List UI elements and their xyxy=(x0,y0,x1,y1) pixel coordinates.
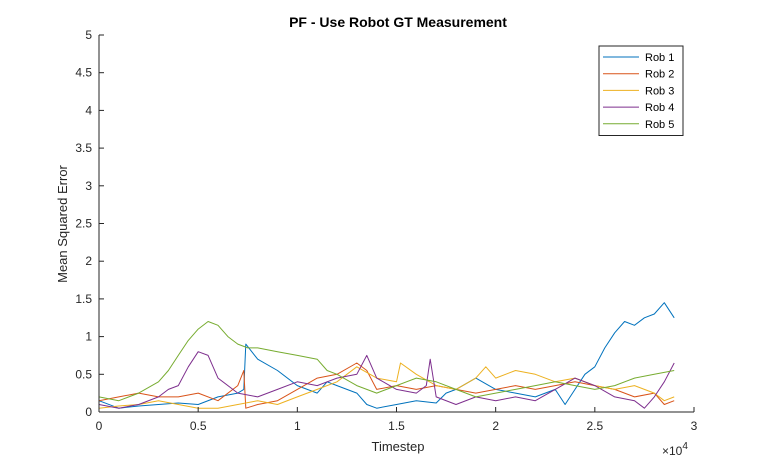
x-axis-title: Timestep xyxy=(372,439,425,454)
legend-label: Rob 1 xyxy=(645,52,674,64)
x-tick-label: 2 xyxy=(492,419,499,433)
y-tick-label: 1 xyxy=(85,330,92,344)
x-tick-label: 1 xyxy=(294,419,301,433)
x-tick-label: 2.5 xyxy=(586,419,603,433)
series-line-rob-1 xyxy=(98,302,675,409)
y-tick-label: 2 xyxy=(85,254,92,268)
y-axis: 0 0.5 1 1.5 2 2.5 3 3.5 4 4.5 5 xyxy=(75,28,104,419)
y-axis-title: Mean Squared Error xyxy=(55,164,70,282)
x-tick-label: 0 xyxy=(96,419,103,433)
x-exponent-label: ×104 xyxy=(662,441,688,458)
chart-title: PF - Use Robot GT Measurement xyxy=(289,14,507,30)
plot-area xyxy=(98,302,675,409)
y-tick-label: 4 xyxy=(85,103,92,117)
legend-label: Rob 3 xyxy=(645,85,674,97)
legend-label: Rob 2 xyxy=(645,69,674,81)
y-tick-label: 5 xyxy=(85,28,92,42)
y-tick-label: 3 xyxy=(85,179,92,193)
y-tick-label: 3.5 xyxy=(75,141,92,155)
x-tick-label: 1.5 xyxy=(388,419,405,433)
x-exponent-power: 4 xyxy=(682,441,688,452)
series-line-rob-4 xyxy=(98,351,675,409)
y-tick-label: 0.5 xyxy=(75,367,92,381)
legend-label: Rob 4 xyxy=(645,102,674,114)
y-tick-label: 0 xyxy=(85,405,92,419)
legend: Rob 1 Rob 2 Rob 3 Rob 4 Rob 5 xyxy=(598,45,684,136)
x-exponent-base: ×10 xyxy=(662,444,683,458)
x-tick-label: 0.5 xyxy=(190,419,207,433)
y-tick-label: 1.5 xyxy=(75,292,92,306)
series-line-rob-2 xyxy=(98,362,675,409)
x-axis: 0 0.5 1 1.5 2 2.5 3 xyxy=(96,407,698,433)
y-tick-label: 4.5 xyxy=(75,66,92,80)
y-tick-label: 2.5 xyxy=(75,217,92,231)
legend-label: Rob 5 xyxy=(645,119,674,131)
series-line-rob-5 xyxy=(98,321,675,402)
x-tick-label: 3 xyxy=(691,419,698,433)
